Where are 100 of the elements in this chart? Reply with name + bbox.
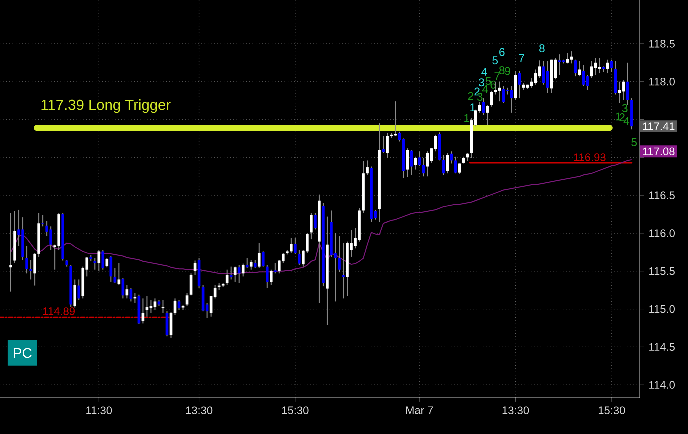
annotation: 3: [622, 104, 628, 112]
candlestick: [382, 136, 385, 154]
annotation: 1: [464, 114, 470, 122]
candlestick: [262, 251, 265, 268]
candlestick: [366, 160, 369, 176]
candlestick: [230, 266, 233, 280]
candlestick: [458, 163, 462, 175]
candlestick: [410, 150, 414, 176]
candlestick: [74, 279, 77, 308]
annotation: 8: [540, 44, 545, 53]
candlestick: [534, 69, 538, 86]
candlestick: [594, 58, 598, 76]
candlestick: [598, 58, 602, 74]
annotation: 7: [494, 72, 500, 80]
x-tick-label: 15:30: [598, 406, 626, 414]
candlestick: [178, 300, 181, 311]
candlestick: [626, 62, 630, 106]
annotation: 7: [519, 54, 524, 62]
annotation: 4: [482, 86, 488, 94]
candlestick: [246, 258, 249, 269]
annotation: 5: [632, 138, 638, 146]
candlestick: [490, 90, 494, 108]
candlestick: [590, 60, 594, 79]
candlestick: [258, 242, 261, 269]
candlestick: [618, 81, 622, 104]
annotation: 4: [482, 68, 488, 76]
annotation: 3: [477, 93, 483, 102]
candlestick: [190, 273, 193, 296]
candlestick: [94, 258, 97, 270]
y-tick-label: 118.0: [650, 78, 675, 86]
annotation: 6: [500, 48, 505, 56]
candlestick: [546, 60, 550, 94]
x-tick-label: Mar 7: [406, 406, 434, 414]
x-tick-label: 15:30: [282, 406, 309, 414]
candlestick: [342, 242, 345, 300]
annotation: 2: [468, 92, 474, 100]
candlestick: [422, 158, 426, 178]
candlestick: [238, 264, 241, 284]
candlestick: [26, 246, 28, 274]
annotation: 1: [470, 104, 476, 112]
candlestick: [30, 260, 32, 280]
candlestick: [582, 64, 586, 87]
candlestick: [266, 264, 269, 289]
candlestick: [242, 263, 245, 278]
candlestick: [194, 260, 197, 276]
annotation: 2: [474, 88, 480, 96]
candlestick: [298, 250, 301, 266]
candlestick: [426, 151, 430, 178]
y-tick-label: 116.0: [650, 230, 675, 238]
candlestick: [542, 60, 546, 86]
candlestick: [502, 86, 506, 104]
y-tick-label: 115.0: [650, 305, 675, 314]
candlestick: [314, 212, 317, 230]
candlestick: [510, 86, 514, 114]
annotation: 8: [499, 66, 505, 74]
candlestick: [486, 104, 490, 126]
candlestick: [102, 250, 105, 270]
candlestick: [250, 260, 253, 270]
candlestick: [114, 268, 117, 284]
candlestick: [270, 269, 273, 286]
candlestick: [418, 151, 422, 167]
annotation: 1: [616, 112, 621, 121]
annotation: PC: [14, 348, 32, 358]
candlestick: [226, 269, 229, 286]
candlestick: [290, 238, 293, 254]
candlestick: [454, 156, 458, 174]
candlestick: [414, 156, 418, 170]
candlestick: [78, 279, 81, 301]
x-tick-label: 13:30: [502, 406, 530, 414]
x-tick-label: 13:30: [186, 406, 213, 414]
annotation: 9: [505, 67, 510, 76]
candlestick: [406, 148, 409, 178]
annotation: 5: [492, 56, 498, 65]
candlestick: [494, 81, 498, 96]
candlestick: [310, 212, 313, 240]
annotation: 117.08: [643, 148, 675, 156]
candlestick: [566, 52, 570, 64]
x-tick-label: 11:30: [86, 406, 112, 414]
candlestick: [34, 252, 36, 286]
y-tick-label: 116.5: [650, 192, 675, 200]
y-tick-label: 118.5: [650, 40, 675, 48]
candlestick: [130, 288, 133, 302]
y-tick-label: 114.5: [650, 343, 675, 352]
candlestick: [386, 132, 389, 159]
candlestick: [338, 236, 341, 273]
candlestick: [42, 214, 44, 228]
candlestick: [10, 212, 12, 292]
candlestick: [586, 74, 590, 91]
y-tick-label: 114.0: [650, 381, 675, 389]
candlestick: [606, 59, 610, 74]
candlestick: [394, 101, 397, 137]
candlestick: [610, 59, 614, 73]
candlestick: [50, 226, 52, 251]
candlestick: [142, 298, 145, 324]
candlestick: [118, 262, 121, 286]
ref-line-label: 117.39 Long Trigger: [42, 100, 171, 114]
ref-line-label: 114.89: [44, 308, 75, 316]
candlestick: [154, 298, 157, 311]
annotation: 3: [478, 78, 484, 87]
annotation: 5: [486, 77, 492, 86]
